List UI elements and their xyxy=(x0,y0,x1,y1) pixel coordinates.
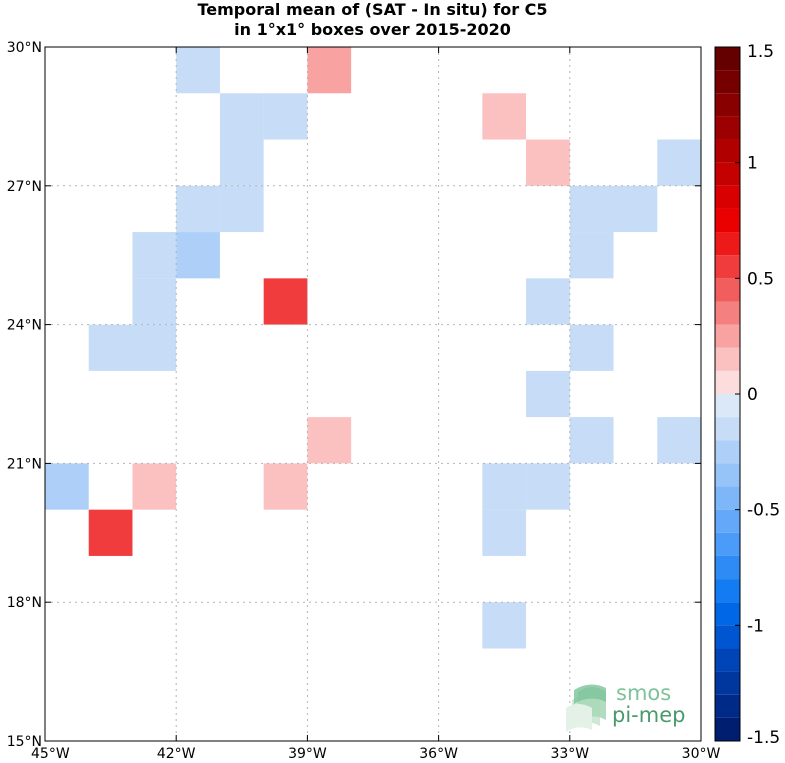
logo-text-pi-mep: pi-mep xyxy=(612,703,685,727)
heatmap-cell xyxy=(482,463,527,510)
heatmap-cell xyxy=(263,463,308,510)
colorbar-segment xyxy=(715,185,740,209)
heatmap-cell xyxy=(657,417,701,464)
colorbar-tick-label: 0 xyxy=(747,385,758,405)
title-line-2: in 1°x1° boxes over 2015-2020 xyxy=(234,20,511,39)
colorbar-segment xyxy=(715,347,740,371)
heatmap-cell xyxy=(526,463,570,510)
heatmap-cell xyxy=(569,232,614,279)
heatmap-cell xyxy=(219,93,264,140)
colorbar-segment xyxy=(715,417,740,441)
heatmap-cell xyxy=(176,232,220,279)
map-frame xyxy=(44,46,702,742)
y-tick-label: 15°N xyxy=(7,734,42,750)
colorbar-segment xyxy=(715,116,740,140)
y-tick-label: 27°N xyxy=(7,179,42,195)
colorbar-ticks: 1.5 1 0.5 0 -0.5 -1 -1.5 xyxy=(735,42,780,748)
colorbar-segments xyxy=(715,47,740,741)
heatmap-cell xyxy=(569,417,614,464)
colorbar-segment xyxy=(715,255,740,279)
colorbar-segment xyxy=(715,602,740,626)
colorbar-segment xyxy=(715,162,740,186)
colorbar-segment xyxy=(715,324,740,348)
y-axis-ticks: 30°N 27°N 24°N 21°N 18°N 15°N xyxy=(7,40,701,750)
colorbar-segment xyxy=(715,139,740,163)
heatmap-cell xyxy=(569,324,614,371)
colorbar-segment xyxy=(715,208,740,233)
colorbar-segment xyxy=(715,301,740,325)
colorbar-tick-label: 1 xyxy=(747,154,758,174)
x-tick-label: 30°W xyxy=(682,746,721,762)
colorbar-tick-label: 1.5 xyxy=(747,42,774,62)
colorbar-segment xyxy=(715,70,740,94)
colorbar-tick-label: 0.5 xyxy=(747,269,774,289)
heatmap-cell xyxy=(88,324,133,371)
title-line-1: Temporal mean of (SAT - In situ) for C5 xyxy=(197,0,548,19)
colorbar-segment xyxy=(715,370,740,394)
heatmap-cell xyxy=(526,139,570,186)
colorbar-tick-label: -0.5 xyxy=(747,501,780,521)
y-tick-label: 30°N xyxy=(7,40,42,56)
x-tick-label: 36°W xyxy=(419,746,458,762)
heatmap-cell xyxy=(263,278,308,325)
colorbar-segment xyxy=(715,717,740,741)
colorbar-tick-label: -1.5 xyxy=(747,728,780,748)
heatmap-cell xyxy=(45,463,89,510)
x-tick-label: 42°W xyxy=(157,746,196,762)
x-tick-label: 33°W xyxy=(550,746,589,762)
heatmap-cells xyxy=(45,47,701,649)
x-axis-ticks: 45°W 42°W 39°W 36°W 33°W 30°W xyxy=(31,47,720,762)
colorbar-tick-label: -1 xyxy=(747,616,764,636)
heatmap-cell xyxy=(132,278,177,325)
heatmap-cell xyxy=(132,324,177,371)
x-tick-label: 39°W xyxy=(288,746,327,762)
colorbar-segment xyxy=(715,463,740,487)
plot-title: Temporal mean of (SAT - In situ) for C5 … xyxy=(0,0,745,40)
heatmap-cell xyxy=(132,232,177,279)
y-tick-label: 21°N xyxy=(7,456,42,472)
heatmap-cell xyxy=(569,185,614,233)
colorbar-segment xyxy=(715,648,740,672)
heatmap-cell xyxy=(307,47,352,94)
colorbar-segment xyxy=(715,440,740,464)
colorbar-segment xyxy=(715,625,740,649)
colorbar-segment xyxy=(715,394,740,418)
heatmap-cell xyxy=(657,139,701,186)
colorbar-segment xyxy=(715,694,740,718)
colorbar: 1.5 1 0.5 0 -0.5 -1 -1.5 xyxy=(714,42,780,748)
colorbar-segment xyxy=(715,509,740,533)
heatmap-cell xyxy=(88,509,133,556)
heatmap-cell xyxy=(482,93,527,140)
smos-pi-mep-logo: smos pi-mep xyxy=(566,681,685,732)
heatmap-cell xyxy=(526,278,570,325)
heatmap-cell xyxy=(526,370,570,418)
colorbar-segment xyxy=(715,555,740,580)
heatmap-cell xyxy=(263,93,308,140)
colorbar-segment xyxy=(715,486,740,510)
heatmap-cell xyxy=(482,509,527,556)
colorbar-segment xyxy=(715,232,740,256)
x-tick-label: 45°W xyxy=(31,746,70,762)
heatmap-cell xyxy=(219,185,264,233)
colorbar-segment xyxy=(715,278,740,302)
logo-text-smos: smos xyxy=(616,681,671,705)
heatmap-cell xyxy=(307,417,352,464)
heatmap-cell xyxy=(132,463,177,510)
heatmap-cell xyxy=(613,185,658,233)
colorbar-segment xyxy=(715,47,740,71)
heatmap-cell xyxy=(176,47,220,94)
heatmap-cell xyxy=(219,139,264,186)
y-tick-label: 24°N xyxy=(7,318,42,334)
y-tick-label: 18°N xyxy=(7,595,42,611)
grid-lines xyxy=(45,47,701,741)
colorbar-segment xyxy=(715,93,740,117)
colorbar-segment xyxy=(715,671,740,695)
heatmap-cell xyxy=(482,602,527,649)
logo-wave-icon xyxy=(566,684,606,732)
heatmap-cell xyxy=(176,185,220,233)
colorbar-segment xyxy=(715,532,740,556)
colorbar-segment xyxy=(715,579,740,603)
